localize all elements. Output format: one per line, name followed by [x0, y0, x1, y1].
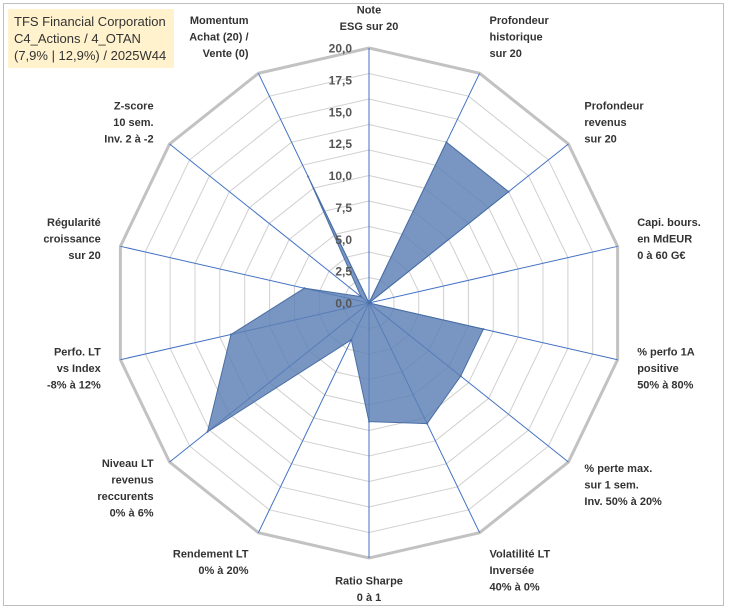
axis-label-1-line-0: Profondeur — [490, 15, 550, 27]
axis-label-1: Profondeur historique sur 20 — [490, 15, 550, 60]
data-point-10 — [229, 333, 233, 336]
axis-label-7-line-1: 0 à 1 — [357, 592, 381, 604]
axis-spoke-3 — [368, 245, 618, 304]
data-point-5 — [459, 374, 462, 378]
axis-label-6-line-0: Volatilité LT — [490, 549, 551, 561]
axis-label-12-line-2: Inv. 2 à -2 — [104, 134, 153, 146]
axis-label-9-line-0: Niveau LT — [102, 458, 154, 470]
axis-label-13-line-0: Momentum — [190, 15, 249, 27]
data-point-6 — [425, 422, 429, 425]
axis-label-6-line-1: Inversée — [490, 565, 535, 577]
tick-label-5: 12,5 — [329, 137, 353, 151]
axis-label-12: Z-score 10 sem. Inv. 2 à -2 — [104, 101, 153, 146]
title-line-category: C4_Actions / 4_OTAN — [14, 31, 141, 46]
axis-label-0: Note ESG sur 20 — [340, 5, 399, 34]
axis-label-8: Rendement LT 0% à 20% — [173, 549, 249, 578]
axis-label-11: Régularité croissance sur 20 — [43, 217, 100, 262]
data-point-11 — [303, 287, 306, 290]
axis-label-0-line-0: Note — [357, 5, 381, 17]
axis-spoke-8 — [257, 302, 370, 533]
axis-label-4-line-0: % perfo 1A — [637, 346, 695, 358]
axis-label-8-line-1: 0% à 20% — [198, 565, 248, 577]
tick-label-1: 2,5 — [335, 265, 352, 279]
axis-label-6: Volatilité LT Inversée 40% à 0% — [490, 549, 551, 594]
data-point-12 — [359, 295, 363, 298]
tick-label-6: 15,0 — [329, 105, 353, 119]
axis-label-9-line-2: reccurents — [97, 491, 153, 503]
axis-label-8-line-0: Rendement LT — [173, 549, 249, 561]
axis-label-13-line-1: Achat (20) / — [189, 32, 248, 44]
axis-label-5-line-1: sur 1 sem. — [584, 479, 638, 491]
axis-label-9-line-3: 0% à 6% — [110, 508, 154, 520]
axis-label-7: Ratio Sharpe 0 à 1 — [335, 576, 403, 605]
data-point-1 — [445, 141, 448, 144]
axis-label-11-line-1: croissance — [43, 234, 100, 246]
axis-label-7-line-0: Ratio Sharpe — [335, 576, 403, 588]
axis-label-13-line-2: Vente (0) — [203, 48, 249, 60]
data-series-area — [206, 141, 510, 433]
data-point-3 — [367, 301, 371, 305]
axis-label-3-line-0: Capi. bours. — [637, 217, 701, 229]
axis-label-2-line-2: sur 20 — [584, 134, 616, 146]
title-line-company: TFS Financial Corporation — [14, 14, 166, 29]
title-line-performance: (7,9% | 12,9%) / 2025W44 — [14, 48, 167, 63]
axis-spoke-12 — [169, 143, 370, 304]
chart-title-box: TFS Financial Corporation C4_Actions / 4… — [8, 9, 174, 68]
axis-label-10-line-0: Perfo. LT — [54, 346, 101, 358]
axis-label-2: Profondeur revenus sur 20 — [584, 101, 644, 146]
axis-label-10: Perfo. LT vs Index -8% à 12% — [47, 346, 102, 391]
tick-label-2: 5,0 — [335, 233, 352, 247]
axis-label-5-line-2: Inv. 50% à 20% — [584, 496, 662, 508]
data-point-8 — [350, 338, 353, 341]
axis-label-4-line-2: 50% à 80% — [637, 379, 693, 391]
axis-label-12-line-0: Z-score — [114, 101, 154, 113]
axis-label-4-line-1: positive — [637, 363, 679, 375]
axis-label-2-line-0: Profondeur — [584, 101, 644, 113]
axis-label-10-line-2: -8% à 12% — [47, 379, 101, 391]
axis-label-9-line-1: revenus — [111, 475, 153, 487]
axis-label-2-line-1: revenus — [584, 117, 626, 129]
axis-label-5-line-0: % perte max. — [584, 463, 652, 475]
tick-label-7: 17,5 — [329, 73, 353, 87]
data-point-2 — [507, 190, 510, 193]
axis-label-12-line-1: 10 sem. — [113, 117, 153, 129]
tick-label-0: 0,0 — [335, 297, 352, 311]
data-point-9 — [206, 430, 209, 433]
axis-label-3-line-1: en MdEUR — [637, 234, 692, 246]
axis-label-0-line-1: ESG sur 20 — [340, 21, 399, 33]
axis-label-13: Momentum Achat (20) / Vente (0) — [189, 15, 249, 60]
axis-label-3: Capi. bours. en MdEUR 0 à 60 G€ — [637, 217, 701, 262]
data-point-4 — [482, 327, 485, 331]
axis-label-1-line-2: sur 20 — [490, 48, 522, 60]
axis-label-4: % perfo 1A positive 50% à 80% — [637, 346, 695, 391]
data-point-13 — [306, 175, 310, 178]
axis-label-10-line-1: vs Index — [57, 363, 102, 375]
chart-frame — [3, 3, 724, 606]
axis-label-11-line-0: Régularité — [47, 217, 101, 229]
axis-label-11-line-2: sur 20 — [68, 250, 100, 262]
tick-label-4: 10,0 — [329, 169, 353, 183]
axis-label-5: % perte max. sur 1 sem. Inv. 50% à 20% — [584, 463, 662, 508]
axis-label-6-line-2: 40% à 0% — [490, 582, 540, 594]
tick-label-3: 7,5 — [335, 201, 352, 215]
axis-label-9: Niveau LT revenus reccurents 0% à 6% — [97, 458, 154, 519]
tick-label-8: 20,0 — [329, 42, 353, 56]
axis-label-1-line-1: historique — [490, 32, 543, 44]
axis-label-3-line-2: 0 à 60 G€ — [637, 250, 685, 262]
data-point-7 — [367, 420, 371, 423]
